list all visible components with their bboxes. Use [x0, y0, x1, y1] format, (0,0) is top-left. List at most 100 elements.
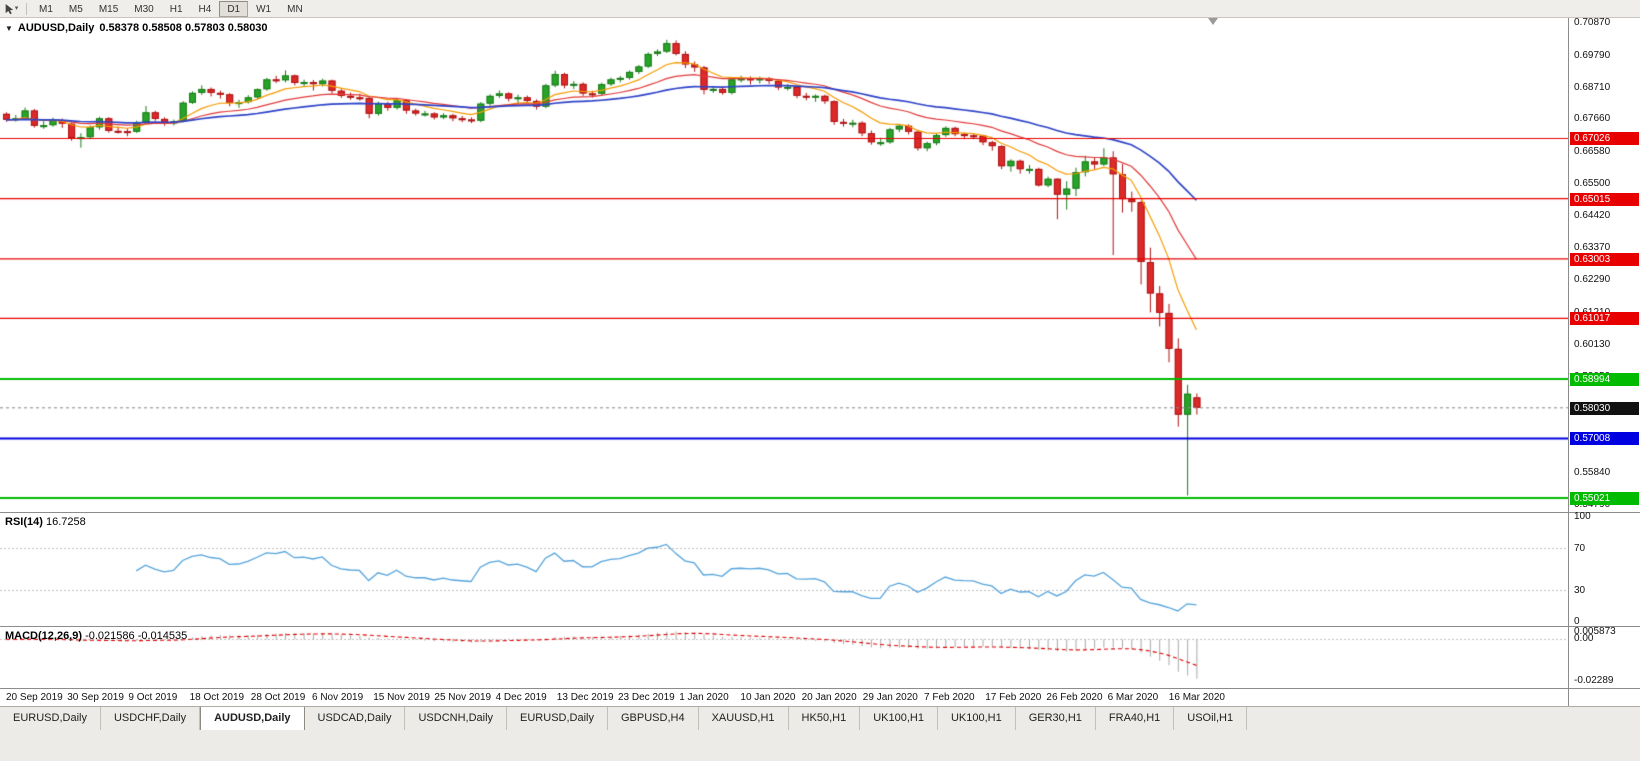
axis-tick: 0.61210 [1569, 307, 1640, 318]
axis-tick: 0.00 [1574, 633, 1594, 645]
price-line-tag: 0.58994 [1570, 372, 1639, 386]
chart-tab-eurusd-daily[interactable]: EURUSD,Daily [507, 707, 608, 730]
axis-tick: 0.65500 [1574, 178, 1611, 190]
date-label: 18 Oct 2019 [189, 692, 245, 703]
date-label: 6 Nov 2019 [312, 692, 364, 703]
price-line-tag: 0.67026 [1570, 132, 1639, 146]
chart-tab-usdcnh-daily[interactable]: USDCNH,Daily [405, 707, 508, 730]
price-line-tag: 0.57008 [1570, 432, 1639, 446]
date-label: 15 Nov 2019 [373, 692, 430, 703]
price-line-tag: 0.58030 [1570, 401, 1639, 415]
macd-canvas[interactable] [0, 627, 1568, 688]
chart-tab-uk100-h1[interactable]: UK100,H1 [860, 707, 938, 730]
axis-tick: -0.02289 [1574, 675, 1614, 687]
date-label: 28 Oct 2019 [250, 692, 306, 703]
chart-tab-gbpusd-h4[interactable]: GBPUSD,H4 [608, 707, 699, 730]
date-label: 20 Jan 2020 [801, 692, 857, 703]
date-axis[interactable]: 20 Sep 2019 30 Sep 2019 9 Oct 2019 18 Oct 2… [0, 688, 1640, 706]
rsi-panel[interactable]: RSI(14) 16.7258 100 70 30 0 [0, 511, 1640, 627]
chart-tab-hk50-h1[interactable]: HK50,H1 [788, 707, 861, 730]
cursor-tool-button[interactable]: ▾ [0, 1, 22, 17]
macd-values: -0.021586 -0.014535 [85, 630, 188, 642]
date-label: 30 Sep 2019 [67, 692, 124, 703]
price-line-tag: 0.55021 [1570, 491, 1639, 505]
date-label: 13 Dec 2019 [556, 692, 614, 703]
rsi-value: 16.7258 [45, 516, 86, 528]
price-line-tag: 0.63003 [1570, 252, 1639, 266]
chart-tab-usdcad-daily[interactable]: USDCAD,Daily [304, 707, 406, 730]
chart-tab-fra40-h1[interactable]: FRA40,H1 [1095, 707, 1175, 730]
date-label: 4 Dec 2019 [495, 692, 547, 703]
macd-axis[interactable]: 0.005873 0.00 -0.02289 [1568, 627, 1640, 688]
chart-ohlc-values: 0.58378 0.58508 0.57803 0.58030 [99, 22, 268, 34]
date-label: 16 Mar 2020 [1168, 692, 1225, 703]
rsi-axis[interactable]: 100 70 30 0 [1568, 511, 1640, 627]
date-label: 25 Nov 2019 [434, 692, 492, 703]
date-label: 10 Jan 2020 [740, 692, 796, 703]
axis-tick: 0.63370 [1574, 241, 1611, 253]
axis-tick: 0.67660 [1574, 113, 1611, 125]
price-canvas[interactable] [0, 18, 1568, 512]
axis-tick: 0.68710 [1574, 82, 1611, 94]
one-click-trading-icon[interactable]: ▼ [5, 23, 13, 33]
chart-tab-usoil-h1[interactable]: USOil,H1 [1174, 707, 1248, 730]
toolbar-separator [26, 2, 27, 15]
status-strip [0, 730, 1640, 761]
timeframe-button-d1[interactable]: D1 [219, 0, 249, 17]
axis-tick: 0.005873 [1574, 626, 1616, 637]
date-label: 23 Dec 2019 [618, 692, 675, 703]
axis-tick: 0.62290 [1574, 274, 1611, 286]
chart-shift-marker-icon [1208, 18, 1218, 25]
price-axis[interactable]: 0.70870 0.69790 0.68710 0.67660 0.66580 0.655… [1568, 18, 1640, 512]
date-label: 6 Mar 2020 [1107, 692, 1159, 703]
axis-tick: 0.60130 [1574, 338, 1611, 350]
timeframe-button-h1[interactable]: H1 [169, 3, 183, 15]
axis-tick: 0 [1574, 616, 1580, 627]
timeframe-button-m15[interactable]: M15 [98, 3, 119, 15]
top-toolbar: ▾ M1 M5 M15 M30 H1 H4 D1 W1 MN [0, 0, 1640, 18]
price-line-tag: 0.61017 [1570, 312, 1639, 326]
date-label: 29 Jan 2020 [862, 692, 918, 703]
chart-tab-xauusd-h1[interactable]: XAUUSD,H1 [698, 707, 789, 730]
timeframe-button-w1[interactable]: W1 [256, 3, 272, 15]
macd-label: MACD(12,26,9) [5, 630, 83, 642]
timeframe-button-m1[interactable]: M1 [39, 3, 53, 15]
price-line-tag: 0.65015 [1570, 192, 1639, 206]
axis-tick: 0.69790 [1574, 49, 1611, 61]
date-label: 1 Jan 2020 [679, 692, 729, 703]
axis-tick: 0.55840 [1574, 467, 1611, 479]
date-axis-corner [1568, 689, 1640, 706]
axis-tick: 0.66580 [1574, 145, 1611, 157]
timeframe-buttons: M1 M5 M15 M30 H1 H4 D1 W1 MN [31, 0, 311, 17]
timeframe-button-m30[interactable]: M30 [134, 3, 154, 15]
timeframe-button-mn[interactable]: MN [287, 3, 303, 15]
chart-tab-usdchf-daily[interactable]: USDCHF,Daily [100, 707, 201, 730]
rsi-header: RSI(14) 16.7258 [5, 516, 86, 528]
date-label: 9 Oct 2019 [128, 692, 178, 703]
axis-tick: 30 [1574, 584, 1586, 596]
macd-panel[interactable]: MACD(12,26,9) -0.021586 -0.014535 0.0058… [0, 626, 1640, 688]
chart-tab-uk100-h1[interactable]: UK100,H1 [937, 707, 1016, 730]
date-label: 17 Feb 2020 [985, 692, 1042, 703]
chart-tab-audusd-daily[interactable]: AUDUSD,Daily [200, 707, 305, 730]
axis-tick: 100 [1574, 511, 1591, 522]
timeframe-button-h4[interactable]: H4 [198, 3, 212, 15]
price-chart-panel[interactable]: ▼ AUDUSD,Daily 0.58378 0.58508 0.57803 0… [0, 18, 1640, 512]
date-label: 26 Feb 2020 [1046, 692, 1103, 703]
chart-header: ▼ AUDUSD,Daily 0.58378 0.58508 0.57803 0… [5, 22, 268, 34]
timeframe-button-m5[interactable]: M5 [68, 3, 83, 15]
chevron-down-icon: ▾ [14, 4, 19, 12]
axis-tick: 0.70870 [1574, 17, 1611, 29]
chart-tab-bar: EURUSD,Daily USDCHF,Daily AUDUSD,Daily USDC… [0, 706, 1640, 730]
date-label: 20 Sep 2019 [6, 692, 63, 703]
chart-tab-eurusd-daily[interactable]: EURUSD,Daily [0, 707, 101, 730]
rsi-canvas[interactable] [0, 513, 1568, 626]
axis-tick: 70 [1574, 542, 1586, 554]
date-label: 7 Feb 2020 [924, 692, 975, 703]
axis-tick: 0.64420 [1574, 210, 1611, 222]
chart-symbol-title: AUDUSD,Daily [17, 22, 95, 34]
chart-tab-ger30-h1[interactable]: GER30,H1 [1015, 707, 1096, 730]
cursor-icon [5, 3, 13, 14]
rsi-label: RSI(14) [5, 516, 43, 528]
macd-header: MACD(12,26,9) -0.021586 -0.014535 [5, 630, 187, 642]
